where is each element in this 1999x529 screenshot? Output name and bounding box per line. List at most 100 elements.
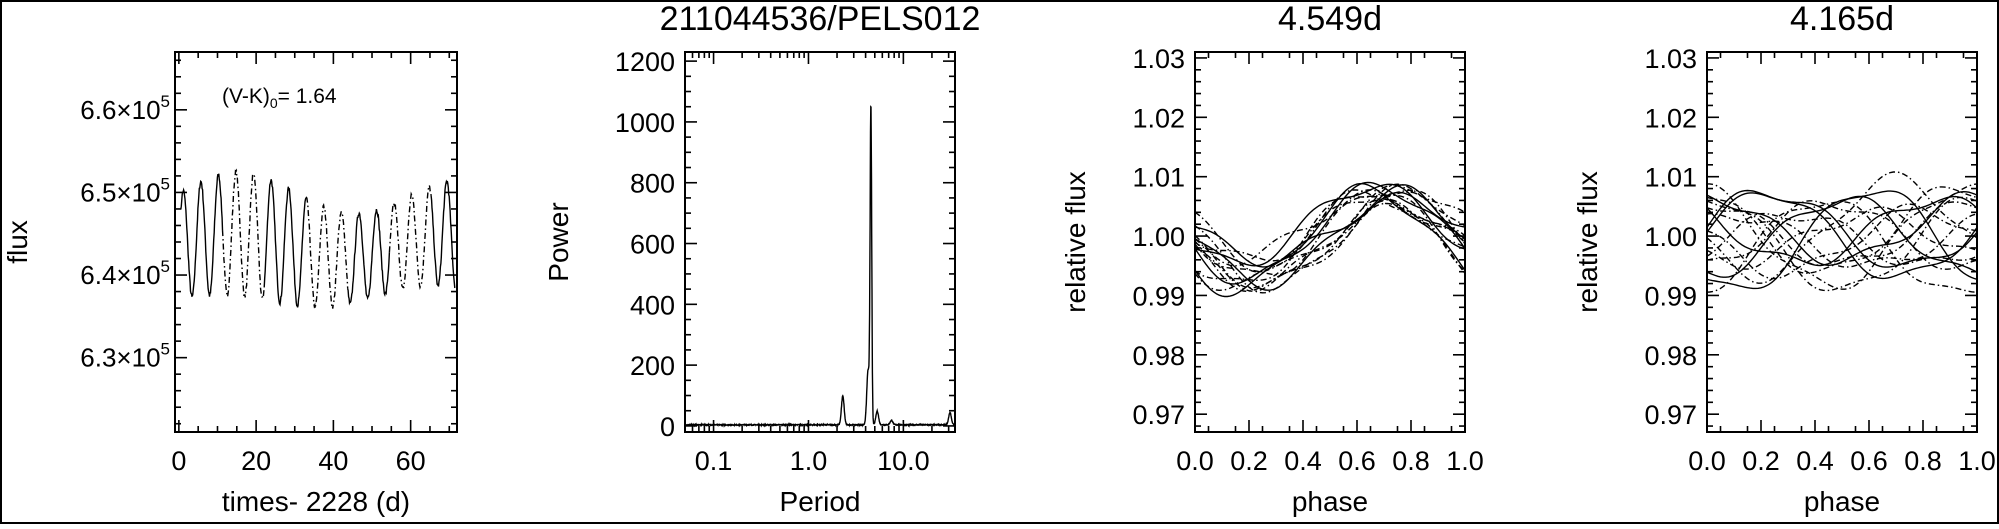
lightcurve-color-annotation: (V-K)0= 1.64 (222, 85, 337, 111)
y-tick-label: 0.97 (1132, 400, 1185, 430)
phase-secondary-x-tick-labels: 0.0 0.2 0.4 0.6 0.8 1.0 (1688, 446, 1996, 476)
phase-cycle-line (1706, 186, 1978, 274)
phase-cycle-line (1706, 200, 1978, 293)
phase-primary-title: 4.549d (1278, 0, 1382, 38)
x-tick-label: 1.0 (1958, 446, 1996, 476)
periodogram-frame (684, 51, 956, 433)
y-tick-label: 6.5×105 (80, 174, 170, 207)
lightcurve-line (305, 196, 349, 310)
lightcurve-line (388, 185, 432, 290)
periodogram-ticks (685, 52, 955, 432)
lightcurve-line (263, 179, 307, 308)
y-tick-label: 0.98 (1644, 341, 1697, 371)
phase-cycle-line (1706, 195, 1978, 267)
phase-primary-series (1194, 181, 1466, 298)
phase-primary-x-label: phase (1292, 486, 1368, 517)
x-tick-label: 0.8 (1904, 446, 1942, 476)
phase-secondary-x-label: phase (1804, 486, 1880, 517)
lightcurve-x-tick-labels: 0 20 40 60 (171, 446, 425, 476)
y-tick-label: 1.01 (1644, 163, 1697, 193)
y-tick-label: 6.6×105 (80, 92, 170, 125)
phase-cycle-line (1706, 189, 1978, 280)
phase-cycle-line (1194, 183, 1466, 267)
y-tick-label: 1.03 (1644, 44, 1697, 74)
phase-primary-x-tick-labels: 0.0 0.2 0.4 0.6 0.8 1.0 (1176, 446, 1484, 476)
x-tick-label: 0.2 (1230, 446, 1268, 476)
lightcurve-series (180, 168, 456, 310)
y-tick-label: 0.99 (1132, 281, 1185, 311)
phase-secondary-y-label: relative flux (1572, 171, 1603, 313)
periodogram-x-label: Period (780, 486, 861, 517)
x-tick-label: 0.4 (1796, 446, 1834, 476)
y-tick-label: 1.00 (1132, 222, 1185, 252)
y-tick-label: 1.03 (1132, 44, 1185, 74)
phase-primary-ticks (1194, 52, 1466, 432)
phase-secondary-y-tick-labels: 0.97 0.98 0.99 1.00 1.01 1.02 1.03 (1644, 44, 1697, 430)
lightcurve-y-tick-labels: 6.3×105 6.4×105 6.5×105 6.6×105 (80, 92, 170, 373)
lightcurve-x-label: times- 2228 (d) (222, 486, 410, 517)
lightcurve-line (347, 208, 391, 306)
y-tick-label: 1200 (615, 47, 675, 77)
phase-cycle-line (1194, 183, 1466, 294)
y-tick-label: 800 (630, 169, 675, 199)
x-tick-label: 0.4 (1284, 446, 1322, 476)
phase-secondary-title: 4.165d (1790, 0, 1894, 38)
y-tick-label: 6.4×105 (80, 257, 170, 290)
phase-cycle-line (1706, 203, 1978, 280)
y-tick-label: 6.3×105 (80, 340, 170, 373)
x-tick-label: 0.2 (1742, 446, 1780, 476)
phase-cycle-line (1706, 171, 1978, 284)
phase-cycle-line (1706, 192, 1978, 268)
y-tick-label: 200 (630, 351, 675, 381)
x-tick-label: 0.1 (695, 446, 733, 476)
phase-primary-y-tick-labels: 0.97 0.98 0.99 1.00 1.01 1.02 1.03 (1132, 44, 1185, 430)
x-tick-label: 60 (396, 446, 426, 476)
x-tick-label: 10.0 (877, 446, 930, 476)
periodogram-series (684, 105, 956, 428)
phase-secondary-frame (1706, 51, 1978, 433)
lightcurve-panel: 0 20 40 60 6.3×105 6.4×105 6.5×105 6.6×105 (V-… (2, 51, 458, 517)
x-tick-label: 20 (241, 446, 271, 476)
lightcurve-ticks (175, 52, 457, 432)
phase-cycle-line (1194, 184, 1466, 291)
x-tick-label: 0.8 (1392, 446, 1430, 476)
x-tick-label: 1.0 (1446, 446, 1484, 476)
lightcurve-line (180, 173, 224, 298)
y-tick-label: 0.98 (1132, 341, 1185, 371)
figure-title: 211044536/PELS012 (660, 0, 981, 38)
y-tick-label: 600 (630, 230, 675, 260)
x-tick-label: 1.0 (790, 446, 828, 476)
x-tick-label: 40 (318, 446, 348, 476)
y-tick-label: 1.02 (1132, 103, 1185, 133)
phase-cycle-line (1194, 202, 1466, 289)
x-tick-label: 0.0 (1176, 446, 1214, 476)
phase-cycle-line (1194, 181, 1466, 285)
phase-primary-y-label: relative flux (1060, 171, 1091, 313)
lightcurve-line (221, 168, 265, 301)
y-tick-label: 1.01 (1132, 163, 1185, 193)
x-tick-label: 0 (171, 446, 186, 476)
phase-secondary-ticks (1706, 52, 1978, 432)
lightcurve-y-label: flux (2, 220, 33, 264)
periodogram-y-tick-labels: 0 200 400 600 800 1000 1200 (615, 47, 675, 442)
y-tick-label: 1.00 (1644, 222, 1697, 252)
phase-cycle-line (1194, 182, 1466, 298)
phase-cycle-line (1706, 196, 1978, 292)
phase-cycle-line (1706, 212, 1978, 268)
phase-panel-primary: 4.549d 0.0 0.2 0.4 0.6 0.8 1.0 0.97 0.98 0.99 1.… (1060, 0, 1484, 517)
phase-panel-secondary: 4.165d 0.0 0.2 0.4 0.6 0.8 1.0 0.97 0.98 0.99 1.… (1572, 0, 1996, 517)
phase-cycle-line (1194, 198, 1466, 293)
y-tick-label: 1000 (615, 108, 675, 138)
periodogram-x-tick-labels: 0.1 1.0 10.0 (695, 446, 930, 476)
phase-cycle-line (1194, 191, 1466, 268)
phase-cycle-line (1706, 200, 1978, 270)
phase-cycle-line (1706, 201, 1978, 266)
y-tick-label: 0 (660, 412, 675, 442)
phase-cycle-line (1706, 190, 1978, 290)
phase-cycle-line (1707, 183, 1978, 290)
x-tick-label: 0.0 (1688, 446, 1726, 476)
lightcurve-line (430, 179, 456, 289)
